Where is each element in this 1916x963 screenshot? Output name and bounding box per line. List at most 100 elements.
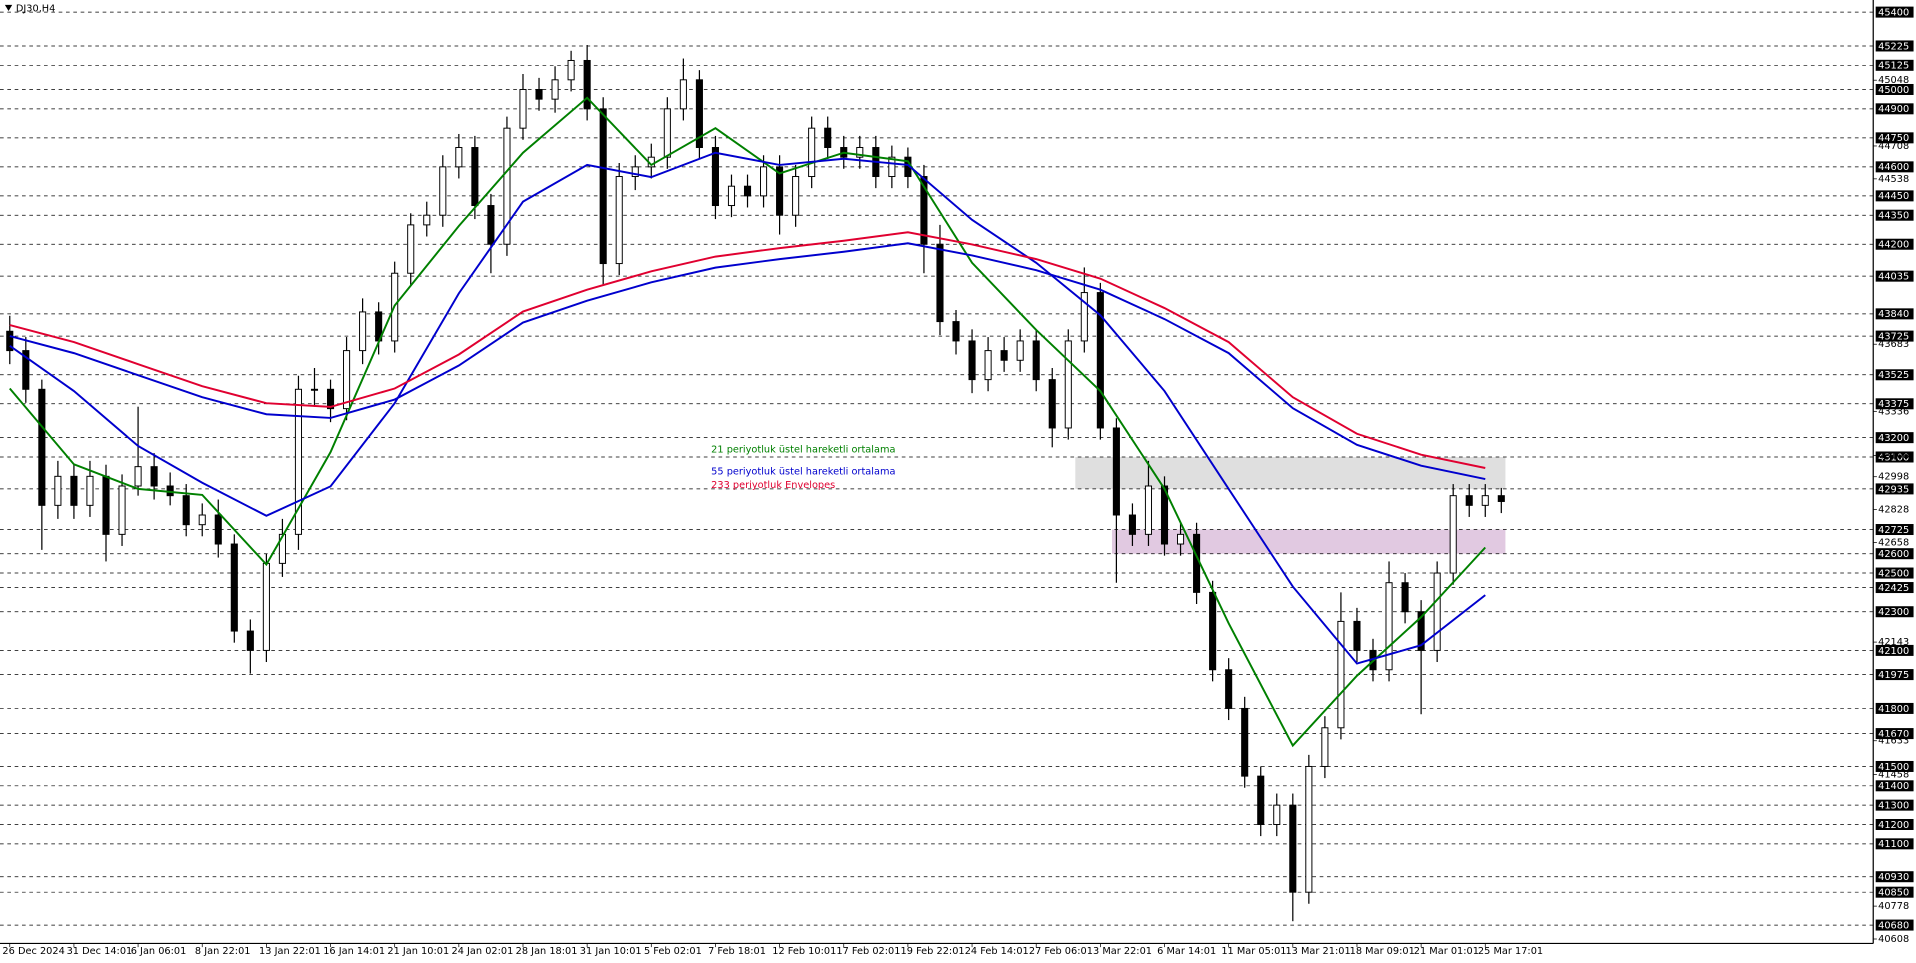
legend-ema55: 55 periyotluk üstel hareketli ortalama: [711, 467, 895, 478]
y-tick-label: 40608: [1878, 934, 1909, 945]
level-label: 41400: [1878, 781, 1909, 792]
candle-body: [856, 147, 864, 158]
candle-body: [423, 214, 431, 226]
x-tick-label: 31 Jan 10:01: [580, 946, 642, 957]
x-tick-label: 13 Jan 22:01: [259, 946, 321, 957]
candle-body: [150, 466, 158, 487]
y-tick-label: 44538: [1878, 174, 1909, 185]
level-label: 42100: [1878, 646, 1909, 657]
level-label-box: [1875, 838, 1914, 850]
zone: [1111, 529, 1506, 554]
level-label-box: [1875, 760, 1914, 772]
level-label: 44200: [1878, 240, 1909, 251]
candle-body: [1353, 620, 1361, 651]
level-label: 40930: [1878, 872, 1909, 883]
level-label-box: [1875, 432, 1914, 444]
candle-body: [1080, 292, 1088, 342]
candle-body: [487, 205, 495, 245]
x-tick-label: 21 Mar 01:01: [1414, 946, 1479, 957]
candle-body: [808, 127, 816, 178]
candle-body: [182, 495, 190, 526]
level-label-box: [1875, 83, 1914, 95]
candle-body: [1257, 775, 1265, 825]
candle-body: [1225, 669, 1233, 709]
candle-body: [439, 166, 447, 216]
level-label-box: [1875, 451, 1914, 463]
menu-arrow[interactable]: [4, 4, 13, 11]
level-label: 44450: [1878, 191, 1909, 202]
candle-body: [1401, 582, 1409, 613]
level-label: 45225: [1878, 41, 1909, 52]
candle-body: [230, 543, 238, 632]
candle-body: [1209, 591, 1217, 671]
level-label: 40850: [1878, 888, 1909, 899]
candle-body: [599, 108, 607, 265]
level-label-box: [1875, 132, 1914, 144]
level-label: 44750: [1878, 133, 1909, 144]
y-tick-label: 40778: [1878, 901, 1909, 912]
candle-body: [824, 127, 832, 149]
x-tick-label: 25 Mar 17:01: [1478, 946, 1543, 957]
candle-body: [968, 340, 976, 381]
level-label: 41975: [1878, 670, 1909, 681]
candle-body: [6, 330, 14, 352]
x-tick-label: 3 Mar 22:01: [1093, 946, 1152, 957]
level-label-box: [1875, 270, 1914, 282]
x-tick-label: 8 Jan 22:01: [195, 946, 251, 957]
level-label: 43200: [1878, 433, 1909, 444]
candle-body: [294, 388, 303, 535]
candle-body: [246, 630, 254, 651]
candle-body: [310, 388, 319, 391]
candle-body: [503, 127, 511, 245]
candle-body: [1481, 495, 1489, 506]
candle-body: [1032, 340, 1040, 381]
level-label: 43375: [1878, 399, 1909, 410]
zone: [1075, 456, 1506, 489]
candle-body: [1337, 620, 1345, 729]
x-tick-label: 27 Feb 06:01: [1029, 946, 1093, 957]
level-label-box: [1875, 886, 1914, 898]
candle-body: [567, 59, 575, 81]
candle-body: [920, 176, 928, 245]
candle-body: [551, 79, 559, 100]
level-label-box: [1875, 398, 1914, 410]
candle-body: [1385, 582, 1393, 671]
level-label-box: [1875, 780, 1914, 792]
candle-body: [936, 243, 944, 323]
candle-body: [214, 514, 222, 545]
y-tick-label: 41633: [1878, 736, 1909, 747]
candle-body: [86, 475, 94, 506]
candle-body: [1064, 340, 1072, 429]
candle-body: [1305, 765, 1313, 893]
candle-body: [952, 321, 960, 342]
x-tick-label: 17 Feb 02:01: [836, 946, 900, 957]
x-tick-label: 11 Mar 05:01: [1221, 946, 1286, 957]
level-label: 44600: [1878, 162, 1909, 173]
x-tick-label: 24 Jan 02:01: [452, 946, 514, 957]
level-label: 45000: [1878, 85, 1909, 96]
candle-body: [1016, 340, 1024, 361]
indicator-line: [9, 96, 1486, 748]
level-label: 41100: [1878, 839, 1909, 850]
x-tick-label: 28 Jan 18:01: [516, 946, 578, 957]
x-tick-label: 7 Feb 18:01: [708, 946, 766, 957]
y-tick-label: 43336: [1878, 406, 1909, 417]
level-label-box: [1875, 644, 1914, 656]
y-tick-label: 43683: [1878, 339, 1909, 350]
candle-body: [1177, 533, 1185, 545]
candle-body: [792, 176, 800, 216]
candle-body: [262, 562, 270, 651]
candle-body: [22, 350, 30, 390]
candle-body: [1289, 804, 1297, 893]
level-label: 42425: [1878, 583, 1909, 594]
candle-body: [1433, 572, 1441, 651]
y-tick-label: 42828: [1878, 505, 1909, 516]
level-label: 44035: [1878, 272, 1909, 283]
candle-body: [615, 176, 623, 265]
candle-body: [711, 147, 719, 207]
level-label-box: [1875, 799, 1914, 811]
y-tick-label: 42658: [1878, 537, 1909, 548]
level-label-box: [1875, 871, 1914, 883]
x-tick-label: 31 Dec 14:01: [67, 946, 133, 957]
